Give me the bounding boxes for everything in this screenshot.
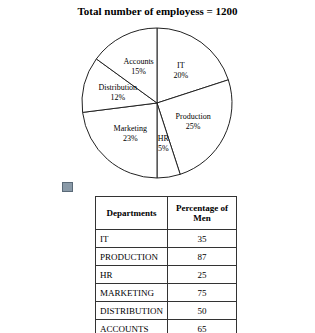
svg-text:Marketing: Marketing [114,124,147,133]
svg-text:25%: 25% [186,122,201,131]
svg-text:Total number of employess = 12: Total number of employess = 1200 [78,5,238,17]
html-text:75: 75 [197,287,207,298]
html-text:MARKETING: MARKETING [100,287,154,298]
html-text:Percentage of Men: Percentage of Men [176,203,228,223]
html-text:87: 87 [197,251,207,262]
html-text:IT: IT [100,233,109,244]
html-text:65: 65 [197,323,207,333]
html-text:50: 50 [197,305,207,316]
html-text:DISTRIBUTION: DISTRIBUTION [100,305,163,316]
html-text:PRODUCTION: PRODUCTION [100,251,158,262]
html-text:HR: HR [100,269,113,280]
svg-text:Distribution: Distribution [98,83,137,92]
svg-text:20%: 20% [173,71,188,80]
html-text:25: 25 [197,269,207,280]
html-text:ACCOUNTS: ACCOUNTS [100,323,149,333]
svg-text:15%: 15% [131,67,146,76]
svg-text:HR: HR [158,134,170,143]
svg-text:23%: 23% [123,134,138,143]
html-text:35: 35 [197,233,207,244]
html-text:Departments: Departments [106,208,157,218]
svg-text:Accounts: Accounts [124,57,154,66]
svg-text:12%: 12% [110,93,125,102]
svg-text:5%: 5% [158,144,169,153]
svg-text:Production: Production [176,112,211,121]
svg-text:IT: IT [177,61,185,70]
